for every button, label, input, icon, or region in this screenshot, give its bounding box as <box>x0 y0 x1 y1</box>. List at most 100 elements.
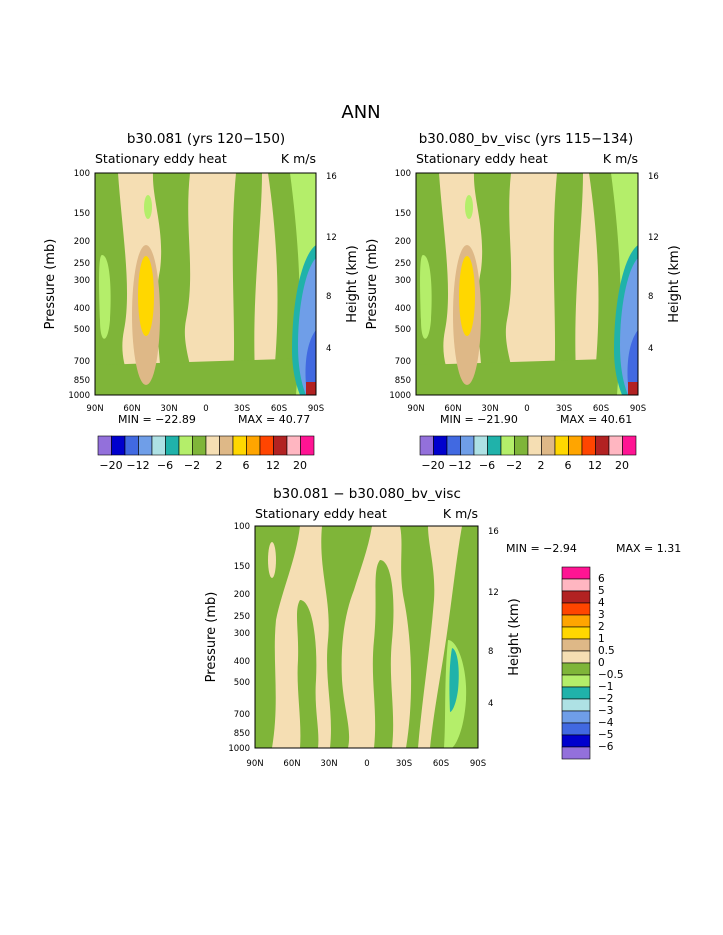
panel3-y-ticks: 100 150 200 250 300 400 500 700 850 1000 <box>228 522 250 754</box>
panel2-field <box>415 172 639 396</box>
panel1-ytick-5: 400 <box>74 304 90 314</box>
panel2-ytick-4: 300 <box>395 276 411 286</box>
panel3-y2-ticks: 16 12 8 4 <box>488 527 499 709</box>
panel3-band-midwest <box>296 600 319 748</box>
panel2-y2tick-3: 4 <box>648 344 653 354</box>
panel3-cb-label-1: 5 <box>598 585 605 597</box>
panel2-light-tropic <box>525 190 535 240</box>
panel1-colorbar-swatch-8 <box>205 435 220 456</box>
panel3-ytick-7: 700 <box>234 710 250 720</box>
panel1-cb-label-4: 2 <box>216 459 223 472</box>
panel3-cb-label-12: −4 <box>598 717 614 729</box>
panel2-ylabel: Pressure (mb) <box>365 239 380 330</box>
panel1-cb-label-1: −12 <box>126 459 149 472</box>
panel3-plot: 90N 60N 30N 0 30S 60S 90S 100 150 200 25… <box>204 522 681 769</box>
panel3-colorbar-swatch-0 <box>561 566 591 580</box>
panel3-cyan-streak <box>449 648 459 712</box>
panel1-xtick-5: 60S <box>271 404 287 414</box>
panel1-cb-label-0: −20 <box>99 459 122 472</box>
panel3-ytick-1: 150 <box>234 562 250 572</box>
panel3-cb-label-7: 0 <box>598 657 605 669</box>
panel2-cb-label-7: 20 <box>615 459 629 472</box>
panel3-colorbar-swatch-15 <box>561 746 591 760</box>
panel2-ytick-5: 400 <box>395 304 411 314</box>
panel1-colorbar-swatch-15 <box>300 435 315 456</box>
panel3-ytick-8: 850 <box>234 729 250 739</box>
panel2-y2label: Height (km) <box>667 245 682 322</box>
panel2-colorbar-swatch-15 <box>622 435 637 456</box>
panel2-blue-core <box>627 330 638 392</box>
panel3-colorbar-swatch-11 <box>561 698 591 712</box>
panel3-xtick-3: 0 <box>364 759 369 769</box>
panel1-subtitle-left: Stationary eddy heat <box>95 151 227 166</box>
panel1-cb-label-7: 20 <box>293 459 307 472</box>
panel2-colorbar-swatch-4 <box>473 435 488 456</box>
panel2-y2tick-0: 16 <box>648 172 659 182</box>
panel2-gold-blob <box>459 256 475 336</box>
panel1-xtick-2: 30N <box>160 404 177 414</box>
panel2-light-north <box>465 195 473 219</box>
panel3-cb-label-11: −3 <box>598 705 613 717</box>
panel1-max-label: MAX = 40.77 <box>238 413 310 426</box>
panel2-max-label: MAX = 40.61 <box>560 413 632 426</box>
panel3-cb-label-8: −0.5 <box>598 669 624 681</box>
panel2-colorbar-labels: −20 −12 −6 −2 2 6 12 20 <box>421 459 629 472</box>
panel3-xtick-1: 60N <box>283 759 300 769</box>
panel1-red-corner <box>306 382 316 395</box>
panel2-subtitle-left: Stationary eddy heat <box>416 151 548 166</box>
panel1-ytick-0: 100 <box>74 169 90 179</box>
panel1-colorbar-swatch-14 <box>286 435 301 456</box>
panel2-ytick-8: 850 <box>395 376 411 386</box>
panel3-ytick-3: 250 <box>234 612 250 622</box>
panel3-colorbar-swatch-9 <box>561 674 591 688</box>
panel1-ytick-9: 1000 <box>68 391 90 401</box>
panel1-colorbar-swatch-11 <box>246 435 261 456</box>
panel3-colorbar-boxes <box>561 566 591 760</box>
panel2-ytick-6: 500 <box>395 325 411 335</box>
panel2-colorbar-swatch-6 <box>500 435 515 456</box>
panel1-blue-core <box>305 330 316 392</box>
panel2-cb-label-2: −6 <box>479 459 495 472</box>
panel1-band-west <box>95 173 136 395</box>
panel3-xtick-6: 90S <box>470 759 486 769</box>
panel2-ytick-9: 1000 <box>389 391 411 401</box>
panel1-light-north <box>144 195 152 219</box>
panel2-colorbar-swatch-5 <box>487 435 502 456</box>
panel1-ytick-3: 250 <box>74 259 90 269</box>
panel2-x-ticks: 90N 60N 30N 0 30S 60S 90S <box>407 404 646 414</box>
panel1-cb-label-2: −6 <box>157 459 173 472</box>
panel2-subtitle-right: K m/s <box>603 151 638 166</box>
panel3-colorbar: 6 5 4 3 2 1 0.5 0 −0.5 −1 −2 −3 −4 −5 −6 <box>561 566 624 760</box>
panel3-colorbar-swatch-13 <box>561 722 591 736</box>
panel2-band-central <box>473 173 514 395</box>
panel3-ytick-6: 500 <box>234 678 250 688</box>
panel3-colorbar-swatch-5 <box>561 626 591 640</box>
panel3-xtick-5: 60S <box>433 759 449 769</box>
panel3-cb-label-9: −1 <box>598 681 613 693</box>
panel2-frame <box>415 172 639 396</box>
page-title: ANN <box>341 102 380 123</box>
panel3-light-south-a <box>418 526 462 748</box>
panel3-x-ticks: 90N 60N 30N 0 30S 60S 90S <box>246 759 486 769</box>
panel1-ytick-2: 200 <box>74 237 90 247</box>
panel1-colorbar-swatch-2 <box>124 435 139 456</box>
panel2-ytick-0: 100 <box>395 169 411 179</box>
panel3-ytick-9: 1000 <box>228 744 250 754</box>
panel1-ytick-7: 700 <box>74 357 90 367</box>
panel1-y2label: Height (km) <box>345 245 360 322</box>
panel1-colorbar-boxes <box>97 435 315 456</box>
panel2-colorbar-swatch-9 <box>541 435 556 456</box>
panel3-xtick-2: 30N <box>320 759 337 769</box>
panel1-colorbar-labels: −20 −12 −6 −2 2 6 12 20 <box>99 459 307 472</box>
panel1-colorbar: −20 −12 −6 −2 2 6 12 20 <box>97 435 315 472</box>
panel2-ytick-1: 150 <box>395 209 411 219</box>
panel3-colorbar-swatch-1 <box>561 578 591 592</box>
panel1-cb-label-5: 6 <box>243 459 250 472</box>
panel1-y2tick-1: 12 <box>326 233 337 243</box>
panel3-y2tick-3: 4 <box>488 699 493 709</box>
panel2-band-west <box>416 173 457 395</box>
panel1-cb-label-3: −2 <box>184 459 200 472</box>
panel2-colorbar-boxes <box>419 435 637 456</box>
